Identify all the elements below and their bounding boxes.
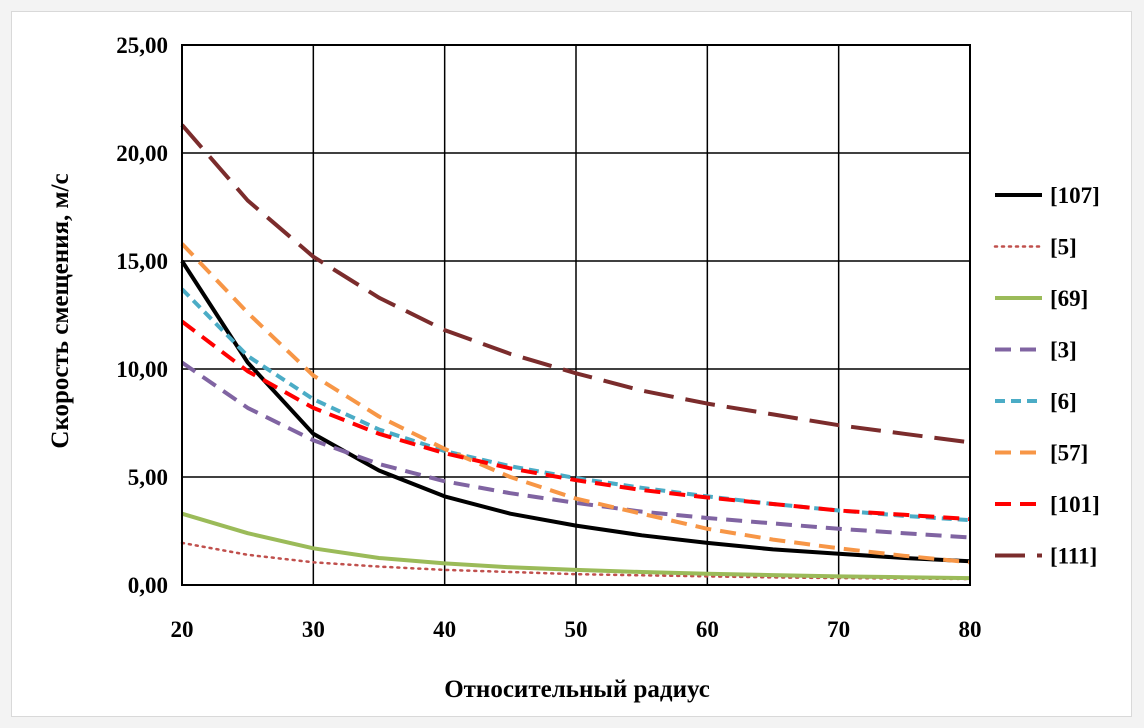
legend-label: [57] (1050, 441, 1088, 466)
y-tick-label: 25,00 (116, 33, 168, 58)
x-tick-label: 50 (565, 617, 588, 642)
x-tick-label: 80 (959, 617, 982, 642)
y-axis-ticks: 0,00 5,00 10,00 15,00 20,00 25,00 (116, 33, 168, 598)
legend-label: [69] (1050, 286, 1088, 311)
series-lines (180, 123, 972, 581)
plot-area-border (181, 44, 971, 586)
chart-frame (11, 11, 1132, 717)
grid-lines (181, 44, 971, 586)
x-tick-label: 30 (302, 617, 325, 642)
y-tick-label: 5,00 (128, 465, 168, 490)
series-line-0 (180, 259, 971, 564)
x-axis-title: Относительный радиус (444, 676, 710, 703)
x-axis-ticks: 20 30 40 50 60 70 80 (171, 617, 982, 642)
series-line-3 (180, 360, 971, 540)
legend-label: [101] (1050, 492, 1100, 517)
y-tick-label: 20,00 (116, 141, 168, 166)
legend-label: [3] (1050, 338, 1077, 363)
legend-label: [111] (1050, 544, 1097, 569)
y-axis-title: Скорость смещения, м/с (47, 173, 74, 448)
x-tick-label: 20 (171, 617, 194, 642)
x-tick-label: 70 (827, 617, 850, 642)
series-line-2 (181, 511, 971, 581)
legend-label: [107] (1050, 183, 1100, 208)
y-tick-label: 15,00 (116, 249, 168, 274)
y-tick-label: 0,00 (128, 573, 168, 598)
legend: [107] [5] [69] [3] [6] [57] [101] [111] (993, 183, 1100, 569)
series-line-4 (180, 287, 971, 523)
series-line-5 (180, 242, 971, 565)
x-tick-label: 60 (696, 617, 719, 642)
series-line-6 (180, 319, 971, 522)
y-tick-label: 10,00 (116, 357, 168, 382)
x-tick-label: 40 (433, 617, 456, 642)
series-line-7 (180, 123, 971, 445)
legend-label: [6] (1050, 389, 1077, 414)
legend-label: [5] (1050, 235, 1077, 260)
